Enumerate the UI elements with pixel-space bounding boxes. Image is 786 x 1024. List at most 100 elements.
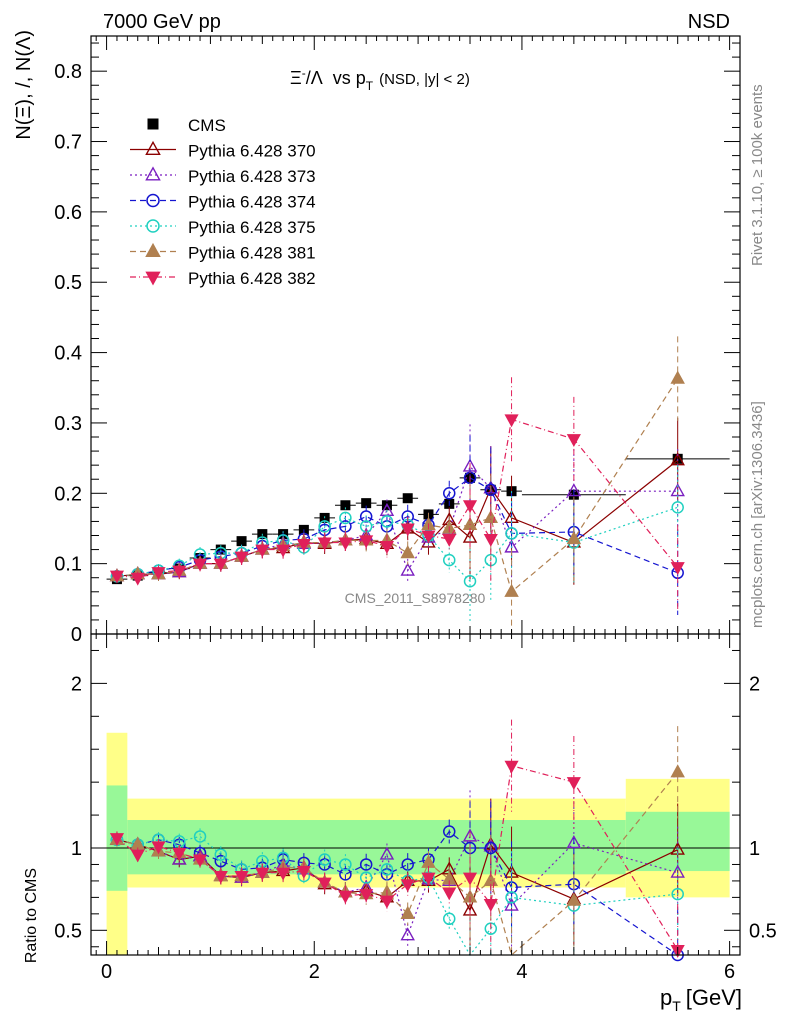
ratio-point-pythia-6-428-382 — [338, 890, 353, 904]
ratio-point-pythia-6-428-382 — [462, 872, 478, 886]
ratio-point-pythia-6-428-382 — [317, 877, 332, 891]
cms-point — [340, 500, 351, 511]
series-line-pythia-6-428-382 — [116, 418, 679, 579]
mc-point-pythia-6-428-382 — [483, 534, 498, 547]
mc-point-pythia-6-428-381 — [670, 370, 685, 384]
mc-point-pythia-6-428-381 — [504, 583, 519, 597]
ratio-point-pythia-6-428-374 — [442, 825, 456, 838]
legend-label-pythia-6-428-381: Pythia 6.428 381 — [188, 244, 316, 263]
lower-y-tick-label-right: 2 — [749, 673, 760, 695]
mc-point-pythia-6-428-382 — [130, 572, 145, 586]
rivet-label: Rivet 3.1.10, ≥ 100k events — [749, 84, 766, 266]
mc-point-pythia-6-428-382 — [379, 541, 395, 554]
legend-label-pythia-6-428-370: Pythia 6.428 370 — [188, 142, 316, 161]
ratio-point-pythia-6-428-382 — [379, 895, 395, 909]
ratio-point-pythia-6-428-382 — [296, 866, 311, 879]
legend-label-pythia-6-428-382: Pythia 6.428 382 — [188, 269, 316, 288]
mc-point-pythia-6-428-382 — [172, 565, 187, 579]
series-line-pythia-6-428-374 — [116, 477, 678, 577]
ratio-line-pythia-6-428-382 — [116, 764, 679, 951]
mc-point-pythia-6-428-382 — [504, 414, 519, 428]
ratio-point-pythia-6-428-375 — [214, 848, 228, 861]
ratio-line-pythia-6-428-373 — [116, 835, 678, 938]
ratio-point-pythia-6-428-382 — [213, 870, 228, 884]
mc-point-pythia-6-428-382 — [566, 434, 581, 447]
mc-point-pythia-6-428-373 — [400, 562, 415, 576]
mc-point-pythia-6-428-381 — [400, 545, 415, 559]
header-right: NSD — [688, 11, 730, 33]
ratio-point-pythia-6-428-375 — [442, 912, 456, 926]
ratio-point-pythia-6-428-375 — [380, 863, 394, 876]
ratio-point-pythia-6-428-375 — [318, 853, 331, 866]
ratio-point-pythia-6-428-375 — [671, 887, 684, 901]
ratio-point-pythia-6-428-374 — [339, 868, 352, 881]
legend-marker-pythia-6-428-381 — [145, 242, 161, 257]
ratio-point-pythia-6-428-382 — [421, 872, 436, 886]
upper-y-tick-label: 0.4 — [54, 343, 82, 365]
lower-y-axis-title: Ratio to CMS — [23, 868, 40, 963]
ratio-point-pythia-6-428-382 — [172, 847, 187, 861]
ratio-point-pythia-6-428-381 — [400, 905, 415, 919]
mc-point-pythia-6-428-382 — [151, 567, 166, 580]
mc-point-pythia-6-428-374 — [442, 487, 456, 500]
legend-label-pythia-6-428-373: Pythia 6.428 373 — [188, 167, 316, 186]
ratio-point-pythia-6-428-382 — [400, 879, 415, 893]
upper-y-axis-title: N(Ξ), /, N(Λ) — [13, 30, 35, 140]
ratio-point-pythia-6-428-375 — [339, 858, 352, 871]
ratio-point-pythia-6-428-381 — [670, 764, 685, 778]
mc-point-pythia-6-428-382 — [109, 570, 125, 584]
mc-point-pythia-6-428-382 — [421, 530, 436, 544]
ratio-point-pythia-6-428-375 — [359, 871, 373, 884]
ratio-point-pythia-6-428-382 — [130, 849, 145, 863]
ratio-point-pythia-6-428-382 — [192, 854, 208, 868]
legend-marker-pythia-6-428-370 — [145, 140, 161, 156]
legend-marker-cms — [147, 118, 159, 130]
lower-frame — [90, 633, 741, 956]
mc-point-pythia-6-428-382 — [276, 544, 291, 558]
mc-point-pythia-6-428-382 — [670, 562, 685, 576]
series-line-pythia-6-428-375 — [116, 506, 678, 583]
legend-marker-pythia-6-428-382 — [145, 271, 161, 286]
ratio-point-pythia-6-428-373 — [504, 897, 519, 911]
x-tick-label: 2 — [309, 961, 320, 983]
mcplots-label: mcplots.cern.ch [arXiv:1306.3436] — [749, 401, 766, 628]
ratio-point-pythia-6-428-382 — [234, 870, 249, 884]
cms-point — [236, 536, 247, 547]
ratio-point-pythia-6-428-373 — [172, 851, 187, 865]
ratio-point-pythia-6-428-382 — [483, 898, 498, 912]
x-tick-label: 0 — [101, 961, 112, 983]
mc-point-pythia-6-428-375 — [505, 527, 518, 540]
lower-y-tick-label-right: 1 — [749, 838, 760, 860]
mc-point-pythia-6-428-382 — [359, 535, 374, 549]
ratio-line-pythia-6-428-374 — [116, 830, 679, 956]
ratio-point-pythia-6-428-382 — [504, 760, 519, 774]
ratio-point-pythia-6-428-382 — [442, 887, 457, 901]
x-axis-title: pT [GeV] — [660, 985, 742, 1014]
upper-y-tick-label: 0.6 — [54, 202, 82, 224]
mc-point-pythia-6-428-375 — [671, 501, 684, 514]
mc-point-pythia-6-428-375 — [318, 520, 331, 533]
lower-y-tick-label: 2 — [71, 673, 82, 695]
mc-point-pythia-6-428-381 — [566, 530, 582, 545]
ratio-point-pythia-6-428-375 — [193, 830, 207, 843]
header-left: 7000 GeV pp — [103, 11, 221, 33]
chart-title: Ξ-/Λ vs pT (NSD, |y| < 2) — [290, 66, 470, 93]
x-tick-label: 6 — [724, 961, 735, 983]
ratio-point-pythia-6-428-382 — [151, 841, 166, 855]
mc-point-pythia-6-428-375 — [463, 574, 477, 588]
ratio-point-pythia-6-428-382 — [255, 867, 270, 881]
legend-label-cms: CMS — [188, 116, 226, 135]
upper-y-tick-label: 0.2 — [54, 483, 82, 505]
ratio-point-pythia-6-428-381 — [566, 892, 582, 906]
lower-y-tick-label: 1 — [71, 838, 82, 860]
mc-point-pythia-6-428-382 — [400, 523, 415, 537]
mc-point-pythia-6-428-382 — [213, 558, 228, 572]
upper-y-tick-label: 0 — [71, 624, 82, 646]
cms-point — [361, 498, 372, 509]
upper-y-tick-label: 0.1 — [54, 554, 82, 576]
x-tick-label: 4 — [516, 961, 527, 983]
mc-point-pythia-6-428-382 — [234, 551, 249, 565]
mc-point-pythia-6-428-375 — [442, 553, 456, 567]
